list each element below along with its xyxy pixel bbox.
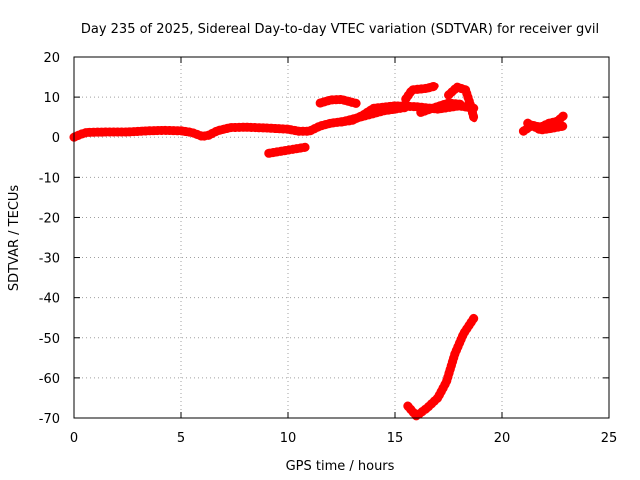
y-tick-label: -70 bbox=[39, 412, 60, 427]
y-tick-label: -30 bbox=[39, 252, 60, 267]
series-markers-segment-upper-mid bbox=[416, 98, 466, 117]
x-tick-label: 15 bbox=[387, 431, 404, 446]
y-tick-label: 0 bbox=[52, 131, 60, 146]
axis-ticks: 0 5 10 15 20 25 20 10 0 -10 -20 -30 -40 -50 -60 -70 bbox=[39, 51, 618, 446]
series-markers-segment-arc-17-19 bbox=[444, 82, 479, 124]
chart-title: Day 235 of 2025, Sidereal Day-to-day VTE… bbox=[81, 22, 599, 37]
y-axis-label: SDTVAR / TECUs bbox=[7, 185, 22, 292]
y-tick-label: -10 bbox=[39, 171, 60, 186]
y-tick-label: -50 bbox=[39, 332, 60, 347]
x-tick-label: 25 bbox=[601, 431, 618, 446]
y-tick-label: -20 bbox=[39, 211, 60, 226]
grid-lines bbox=[74, 57, 609, 418]
y-tick-label: 10 bbox=[43, 91, 60, 106]
series-markers-segment-drop bbox=[403, 313, 479, 421]
x-tick-label: 10 bbox=[280, 431, 297, 446]
series-markers-segment-upper-11-13 bbox=[315, 95, 361, 108]
series-markers-segment-upper-15-16 bbox=[401, 81, 441, 104]
series-markers-segment-late-21-23-b bbox=[523, 118, 569, 135]
y-tick-label: 20 bbox=[43, 51, 60, 66]
x-axis-label: GPS time / hours bbox=[286, 459, 395, 474]
plot-frame bbox=[73, 56, 610, 419]
y-tick-label: -60 bbox=[39, 372, 60, 387]
y-tick-label: -40 bbox=[39, 292, 60, 307]
x-tick-label: 0 bbox=[70, 431, 78, 446]
series-markers-segment-lower-mid bbox=[337, 103, 411, 127]
x-tick-label: 20 bbox=[494, 431, 511, 446]
series-markers-segment-negative-offset bbox=[264, 142, 310, 158]
data-series bbox=[69, 81, 569, 421]
x-tick-label: 5 bbox=[177, 431, 185, 446]
series-markers-main bbox=[69, 101, 479, 142]
